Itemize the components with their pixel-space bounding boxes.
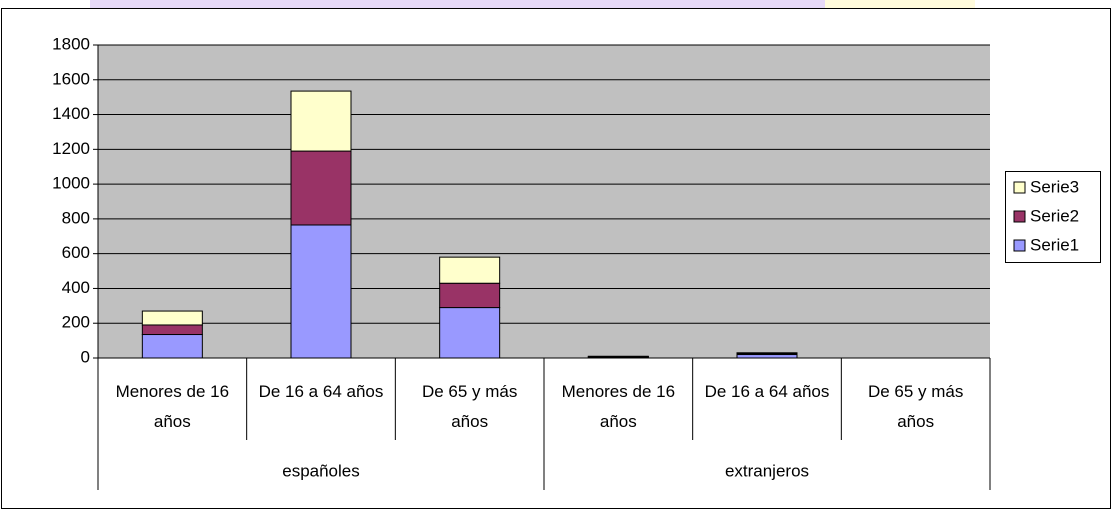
- y-tick-label: 600: [62, 243, 90, 262]
- bar-segment: [439, 282, 501, 309]
- bar-segment: [290, 150, 352, 226]
- y-tick-label: 1800: [52, 34, 90, 53]
- group-label: españoles: [282, 461, 360, 480]
- y-tick-label: 400: [62, 278, 90, 297]
- legend-label: Serie3: [1030, 177, 1079, 196]
- group-label: extranjeros: [725, 461, 809, 480]
- y-tick-label: 200: [62, 313, 90, 332]
- bar-segment: [439, 256, 501, 284]
- x-tick-label: De 65 y más años: [867, 382, 964, 431]
- bar-segment: [290, 224, 352, 359]
- x-tick-label: Menores de 16 años: [115, 382, 230, 431]
- bar-segment: [290, 90, 352, 152]
- y-tick-label: 1200: [52, 139, 90, 158]
- top-band: [90, 0, 825, 8]
- bar-segment: [736, 352, 798, 355]
- y-tick-label: 1600: [52, 69, 90, 88]
- plot-area: [98, 45, 990, 358]
- y-tick-label: 1000: [52, 174, 90, 193]
- bar-segment: [736, 354, 798, 359]
- legend-swatch: [1013, 181, 1026, 194]
- bar-segment: [141, 324, 203, 336]
- y-tick-label: 800: [62, 208, 90, 227]
- top-band: [825, 0, 975, 8]
- x-tick-label: De 16 a 64 años: [704, 382, 830, 401]
- x-tick-label: Menores de 16 años: [561, 382, 676, 431]
- legend-swatch: [1013, 210, 1026, 223]
- y-tick-label: 0: [81, 347, 90, 366]
- y-tick-label: 1400: [52, 104, 90, 123]
- legend-swatch: [1013, 239, 1026, 252]
- bar-segment: [141, 334, 203, 359]
- bar-segment: [141, 310, 203, 326]
- legend-label: Serie1: [1030, 235, 1079, 254]
- x-tick-label: De 16 a 64 años: [258, 382, 384, 401]
- legend-label: Serie2: [1030, 206, 1079, 225]
- bar-segment: [439, 307, 501, 359]
- x-tick-label: De 65 y más años: [421, 382, 518, 431]
